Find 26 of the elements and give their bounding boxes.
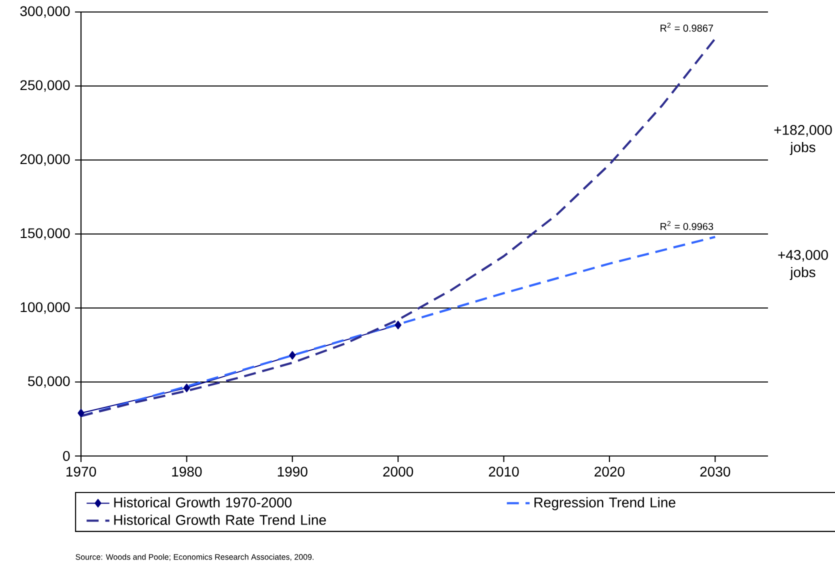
y-tick-label: 200,000 [20,154,70,166]
y-tick-label: 150,000 [20,228,70,240]
point [183,384,190,392]
y-tick-label: 250,000 [20,80,70,92]
point [78,408,84,418]
point [394,320,402,330]
y-tick-label: 100,000 [20,302,70,314]
x-tick-label: 1990 [278,466,308,477]
point [289,351,296,360]
x-tick-label: 1980 [172,466,202,477]
y-tick-label: 0 [63,451,70,461]
y-tick-label: 300,000 [20,6,70,18]
x-tick-label: 1970 [66,466,96,477]
legend-label: Regression Trend Line [534,497,676,510]
y-tick-label: 50,000 [28,376,70,388]
x-tick-label: 2030 [700,466,730,477]
text: +43,000 jobs [778,250,828,280]
x-tick-label: 2000 [383,466,414,477]
legend-label: Historical Growth 1970-2000 [114,497,292,508]
x-tick-label: 2010 [488,466,519,477]
annotation: R$^{2}$ = 0.9867 [660,22,714,32]
text: +182,000 jobs [774,125,832,156]
x-tick-label: 2020 [594,466,624,477]
annotation: R$^{2}$ = 0.9963 [660,221,714,230]
legend-label: Historical Growth Rate Trend Line [114,514,326,525]
source-note: Source: Woods and Poole; Economics Research Associates, 2009. [76,554,314,561]
